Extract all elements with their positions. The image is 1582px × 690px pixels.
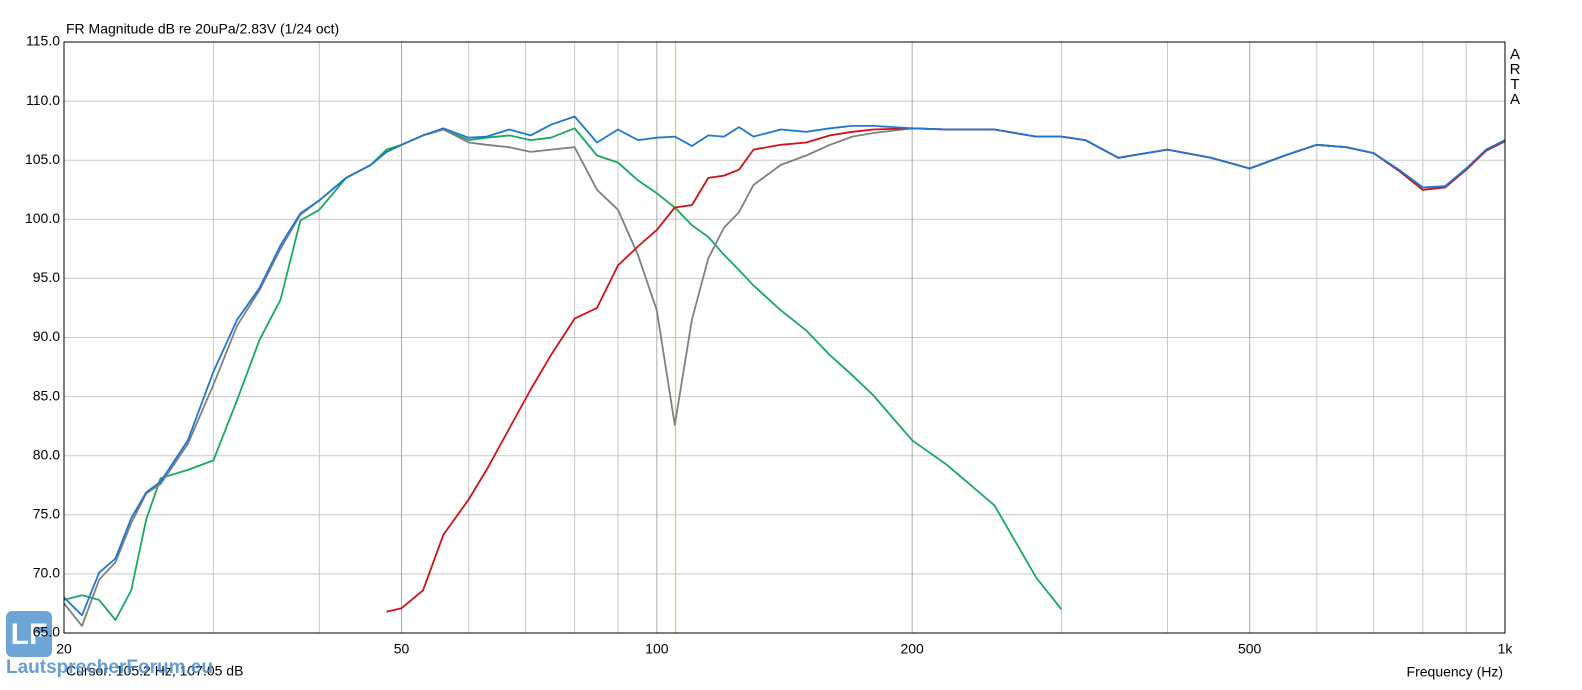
y-tick-label: 75.0 [33, 506, 60, 522]
y-tick-label: 65.0 [33, 624, 60, 640]
x-tick-label: 500 [1238, 641, 1262, 657]
x-tick-label: 100 [645, 641, 669, 657]
watermark: LautsprecherForum.eu [6, 657, 213, 678]
y-tick-label: 105.0 [25, 151, 60, 167]
series-line [64, 127, 1505, 627]
y-tick-label: 115.0 [26, 33, 60, 49]
y-tick-label: 95.0 [33, 269, 60, 285]
logo-box [6, 611, 52, 657]
y-tick-label: 110.0 [26, 92, 60, 108]
series-line [64, 127, 1063, 621]
x-tick-label: 50 [394, 641, 410, 657]
x-tick-label: 1k [1498, 641, 1514, 657]
chart-title: FR Magnitude dB re 20uPa/2.83V (1/24 oct… [66, 21, 339, 37]
plot-frame [63, 41, 1506, 634]
y-tick-label: 80.0 [33, 446, 60, 462]
series-line [386, 127, 1505, 613]
series-line [64, 115, 1505, 617]
y-tick-label: 90.0 [33, 328, 60, 344]
logo: LF [11, 618, 48, 651]
cursor-readout: Cursor: 105.2 Hz, 107.05 dB [66, 663, 243, 679]
brand: ARTA [1507, 46, 1524, 106]
y-tick-label: 100.0 [25, 210, 60, 226]
x-tick-label: 200 [900, 641, 924, 657]
x-axis-label: Frequency (Hz) [1407, 664, 1503, 680]
y-tick-label: 70.0 [33, 565, 60, 581]
y-tick-label: 85.0 [33, 387, 60, 403]
x-tick-label: 20 [56, 641, 72, 657]
